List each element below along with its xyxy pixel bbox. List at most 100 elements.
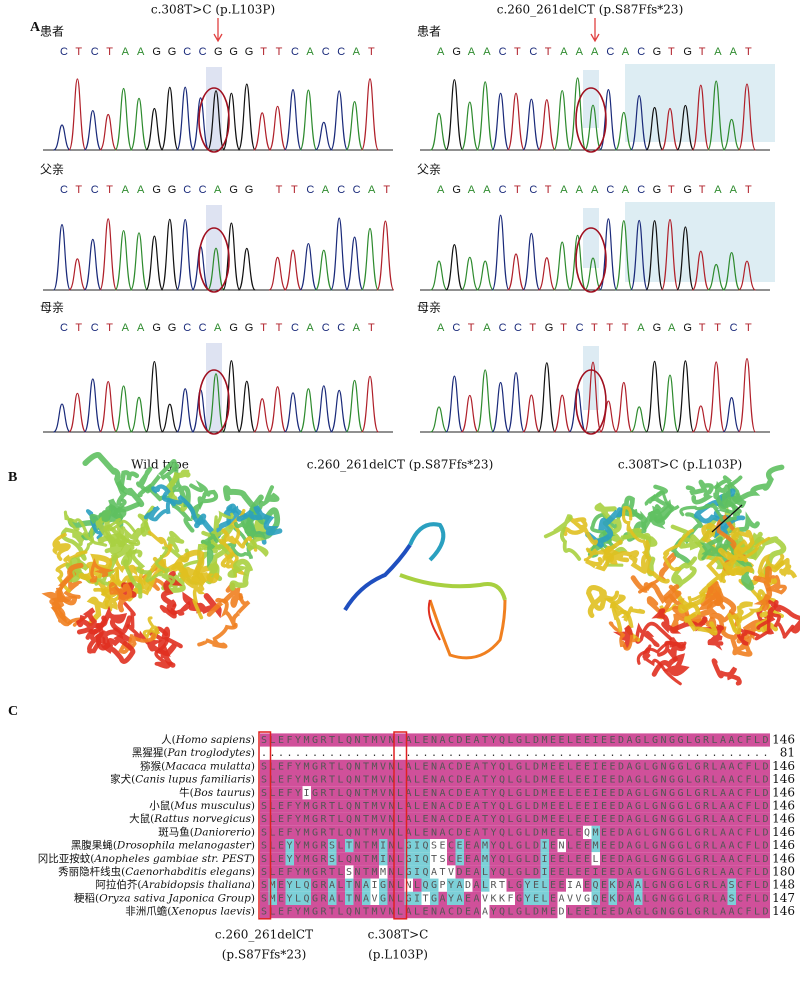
- residue-cell: [319, 878, 328, 892]
- species-latin: Pan troglodytes: [167, 747, 252, 759]
- ribbon: [428, 599, 507, 660]
- residue-cell: [311, 759, 320, 773]
- residue-cell: [472, 905, 481, 919]
- residue-cell: [302, 825, 311, 839]
- person-label: 母亲: [40, 301, 64, 315]
- residue-cell: [591, 759, 600, 773]
- residue-cell: [727, 839, 736, 853]
- residue-cell: [404, 852, 413, 866]
- ribbon: [343, 543, 412, 612]
- residue-cell: [693, 733, 702, 747]
- residue-cell: [353, 852, 362, 866]
- chromatogram-peak: [692, 405, 710, 433]
- residue-cell: [328, 812, 337, 826]
- chromatogram-peak: [207, 90, 225, 151]
- residue-cell: [634, 852, 643, 866]
- chromatogram-peak: [176, 218, 195, 291]
- ribbon: [719, 538, 755, 591]
- ribbon: [399, 573, 507, 601]
- residue-cell: [421, 759, 430, 773]
- residue-cell: [659, 878, 668, 892]
- residue-cell: [651, 825, 660, 839]
- ribbon: [649, 508, 666, 530]
- ribbon: [756, 599, 778, 635]
- residue-cell: [761, 878, 770, 892]
- residue-cell: [277, 812, 286, 826]
- residue-cell: [574, 786, 583, 800]
- residue-cell: [472, 878, 481, 892]
- pointer: [711, 504, 743, 533]
- residue-cell: [421, 773, 430, 787]
- residue-cell: [753, 825, 762, 839]
- residue-cell: [634, 773, 643, 787]
- residue-cell: [489, 759, 498, 773]
- residue-cell: [685, 891, 694, 905]
- residue-cell: [710, 852, 719, 866]
- residue-cell: [736, 812, 745, 826]
- residue-cell: [328, 905, 337, 919]
- residue-cell: [659, 799, 668, 813]
- residue-cell: [625, 733, 634, 747]
- residue-cell: [311, 905, 320, 919]
- residue-cell: [557, 773, 566, 787]
- residue-cell: [736, 891, 745, 905]
- residue-cell: [549, 812, 558, 826]
- chromatogram-peak: [145, 360, 164, 433]
- chromatogram-peak: [553, 89, 572, 151]
- residue-cell: [498, 878, 507, 892]
- residue-cell: [345, 786, 354, 800]
- residue-cell: [583, 825, 592, 839]
- residue-cell: [600, 825, 609, 839]
- ribbon: [543, 514, 582, 561]
- highlight-ellipse: [575, 369, 607, 435]
- residue-cell: [583, 773, 592, 787]
- residue-cell: [761, 812, 770, 826]
- ribbon: [685, 479, 714, 505]
- residue-cell: [719, 865, 728, 879]
- residue-cell: [710, 865, 719, 879]
- residue-cell: [260, 786, 269, 800]
- residue-cell: [515, 799, 524, 813]
- residue-cell: [702, 786, 711, 800]
- ribbon: [642, 644, 682, 686]
- residue-cell: [277, 733, 286, 747]
- residue-cell: [421, 825, 430, 839]
- residue-cell: [727, 786, 736, 800]
- residue-cell: [396, 786, 405, 800]
- residue-cell: [345, 905, 354, 919]
- residue-cell: [498, 786, 507, 800]
- residue-cell: [719, 891, 728, 905]
- annotation: c.260_261delCT: [215, 928, 313, 942]
- residue-cell: [370, 799, 379, 813]
- residue-cell: [591, 786, 600, 800]
- chromatogram-peak: [430, 260, 448, 291]
- chromatogram-peak: [645, 106, 664, 151]
- residue-cell: [353, 905, 362, 919]
- chromatogram-peak: [460, 101, 479, 151]
- residue-cell: [736, 799, 745, 813]
- residue-cell: [608, 759, 617, 773]
- residue-cell: [285, 812, 294, 826]
- residue-cell: [515, 865, 524, 879]
- residue-cell: [447, 812, 456, 826]
- residue-cell: [379, 733, 388, 747]
- residue-cell: [557, 891, 566, 905]
- highlight-ellipse: [198, 227, 230, 293]
- residue-cell: [693, 905, 702, 919]
- residue-cell: [294, 799, 303, 813]
- species-name: 黑腹果蝇: [71, 839, 113, 852]
- residue-cell: [719, 786, 728, 800]
- residue-cell: [421, 812, 430, 826]
- chromatogram-peak: [691, 250, 710, 291]
- residue-cell: [736, 786, 745, 800]
- residue-cell: [277, 852, 286, 866]
- ribbon: [727, 536, 771, 562]
- residue-cell: [642, 812, 651, 826]
- residue-cell: [353, 878, 362, 892]
- residue-cell: [498, 839, 507, 853]
- residue-cell: [319, 905, 328, 919]
- residue-cell: [702, 852, 711, 866]
- chromatogram-peak: [114, 229, 133, 291]
- residue-cell: [319, 733, 328, 747]
- ribbon: [699, 536, 725, 558]
